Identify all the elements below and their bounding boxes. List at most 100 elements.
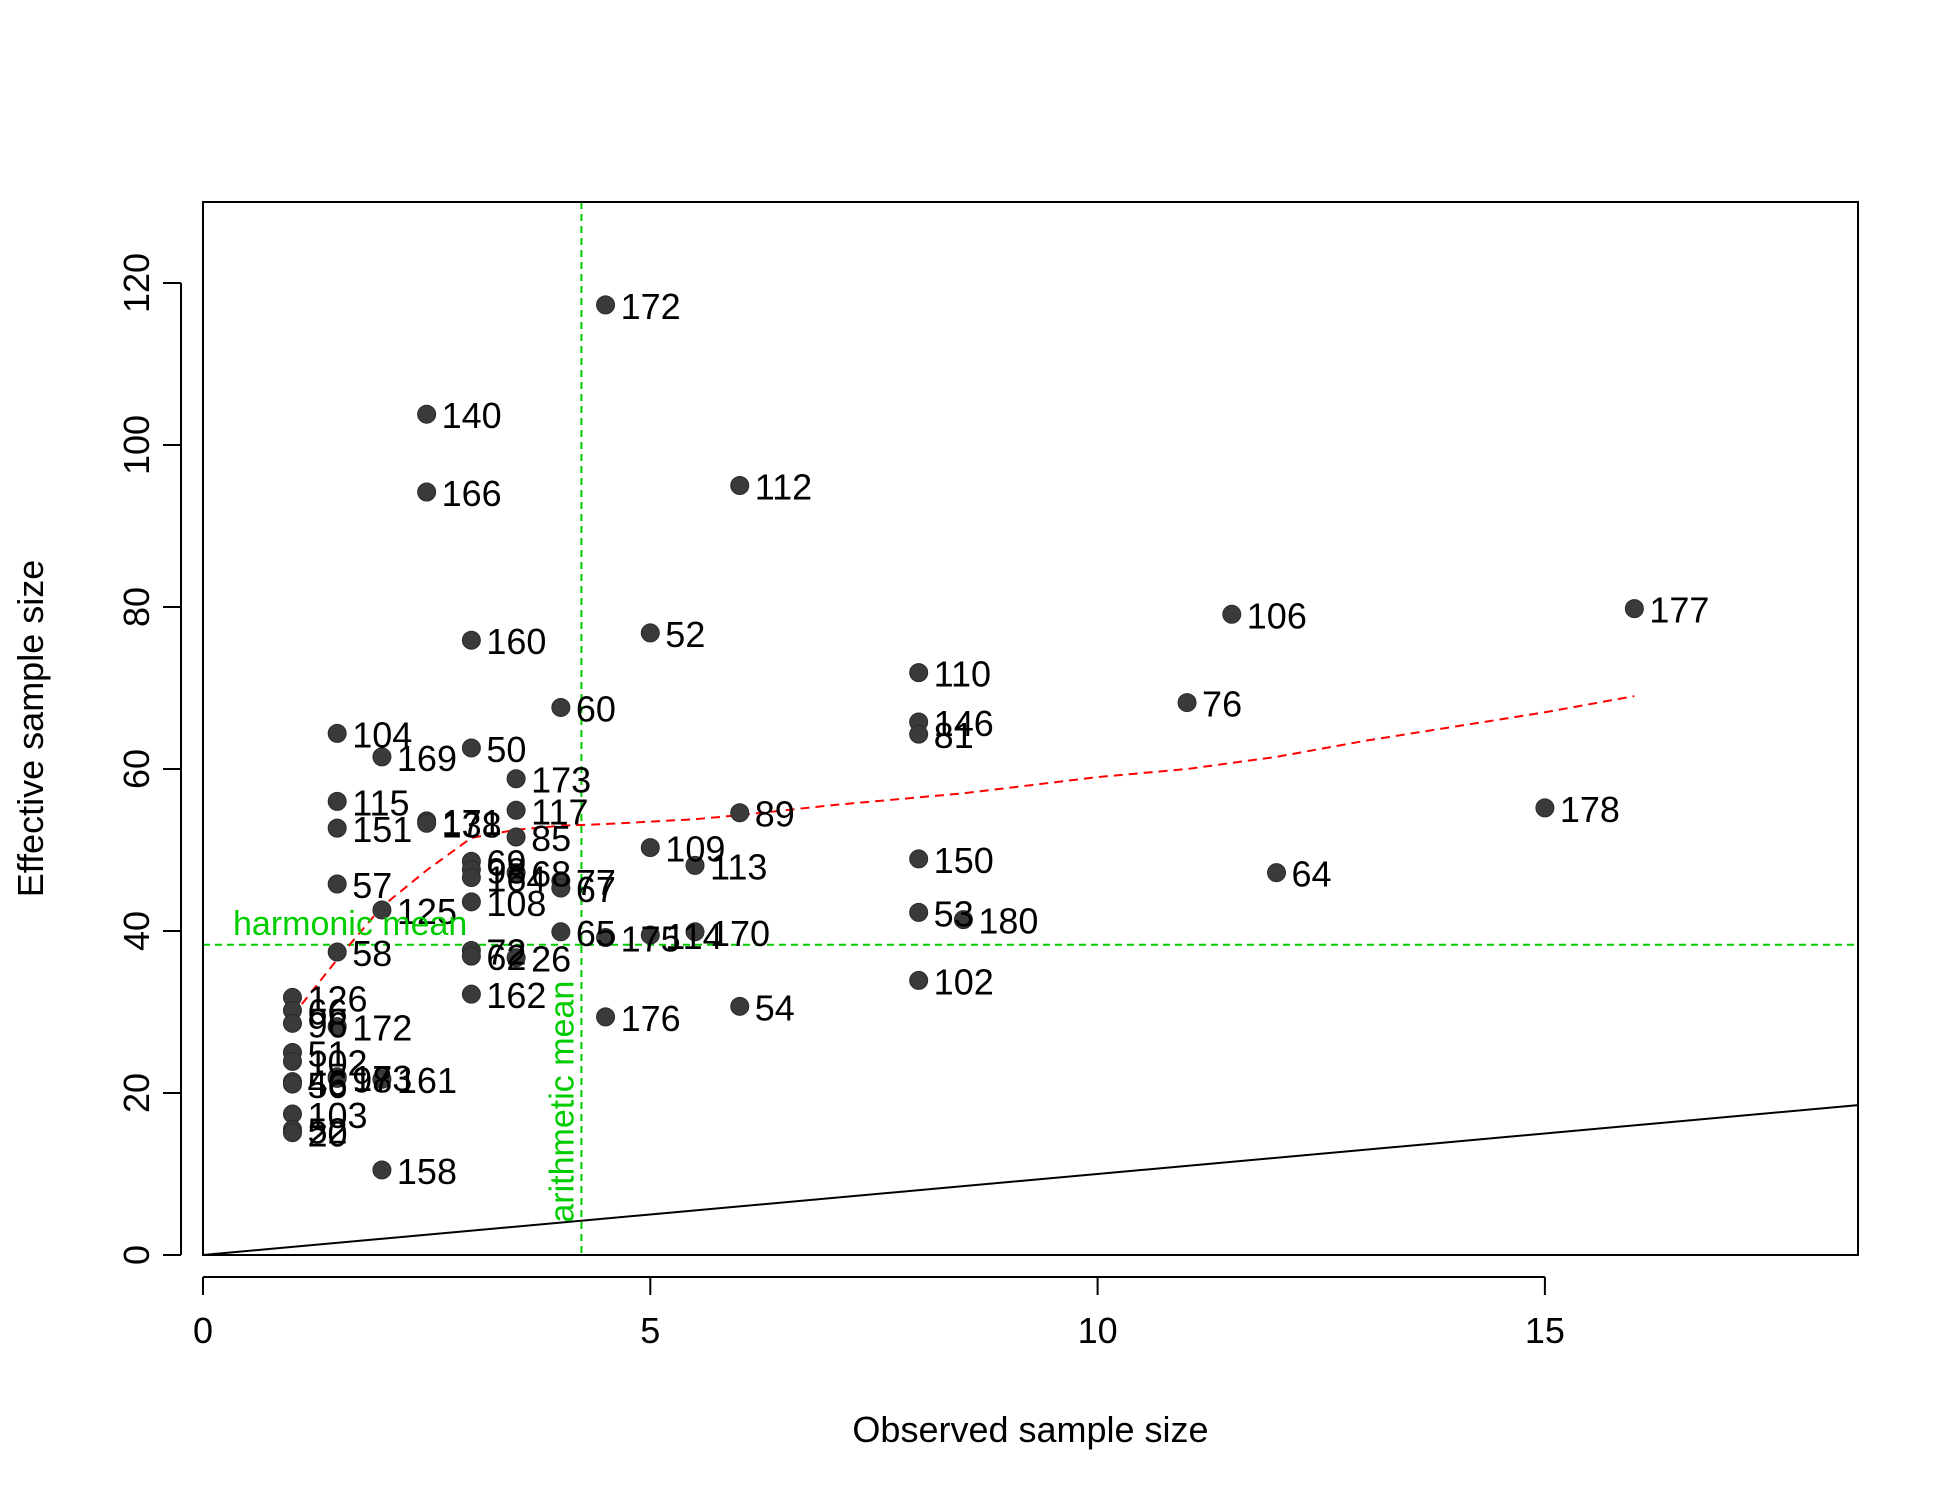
data-point (730, 803, 750, 823)
point-label: 98 (486, 850, 526, 891)
point-label: 173 (352, 1058, 412, 1099)
data-point (506, 863, 526, 883)
data-point (551, 697, 571, 717)
point-label: 108 (486, 883, 546, 924)
data-point (730, 996, 750, 1016)
point-label: 65 (576, 913, 616, 954)
data-point (417, 482, 437, 502)
data-point (506, 769, 526, 789)
data-point (506, 948, 526, 968)
point-label: 169 (397, 738, 457, 779)
point-label: 96 (307, 1004, 347, 1045)
point-label: 89 (755, 794, 795, 835)
point-label: 173 (531, 760, 591, 801)
data-point (372, 900, 392, 920)
harmonic-mean-label: harmonic mean (233, 905, 467, 943)
data-point (909, 970, 929, 990)
point-label: 138 (442, 804, 502, 845)
point-label: 112 (755, 467, 812, 508)
point-label: 103 (307, 1095, 367, 1136)
point-label: 117 (531, 791, 588, 832)
data-point (327, 942, 347, 962)
point-label: 26 (531, 939, 571, 980)
data-point (909, 724, 929, 744)
point-label: 58 (352, 933, 392, 974)
reference-lines-layer (203, 202, 1858, 1255)
point-label: 176 (621, 998, 681, 1039)
data-point (417, 813, 437, 833)
point-label: 150 (934, 840, 994, 881)
identity-line (202, 1104, 1859, 1256)
point-label: 178 (1560, 789, 1620, 830)
data-point (461, 630, 481, 650)
point-label: 81 (934, 715, 974, 756)
point-label: 177 (1649, 590, 1709, 631)
data-point (685, 922, 705, 942)
data-point (506, 827, 526, 847)
data-point (327, 1068, 347, 1088)
data-point (461, 892, 481, 912)
point-label: 60 (576, 688, 616, 729)
data-point (327, 791, 347, 811)
y-tick-label: 80 (116, 587, 157, 627)
point-label: 160 (486, 621, 546, 662)
y-tick-label: 40 (116, 911, 157, 951)
point-label: 161 (397, 1060, 457, 1101)
data-point (372, 1160, 392, 1180)
point-label: 76 (1202, 684, 1242, 725)
point-label: 69 (486, 842, 526, 883)
point-label: 170 (710, 913, 770, 954)
point-label: 66 (307, 991, 347, 1032)
fit-lines-layer (202, 695, 1859, 1256)
point-label: 52 (307, 1110, 347, 1151)
data-point (730, 476, 750, 495)
data-point (1222, 604, 1242, 624)
point-label: 164 (486, 859, 546, 900)
point-label: 140 (442, 395, 502, 436)
y-tick-label: 120 (116, 253, 157, 313)
data-point (909, 902, 929, 922)
data-point (461, 984, 481, 1004)
point-label: 114 (665, 916, 722, 957)
point-label: 98 (352, 1059, 392, 1100)
data-point (953, 910, 973, 930)
data-point (506, 800, 526, 820)
data-point (1177, 693, 1197, 713)
data-point (461, 738, 481, 758)
smooth-trend-line (291, 695, 1635, 1017)
point-label: 102 (307, 1042, 367, 1083)
point-label: 102 (934, 961, 994, 1002)
data-point (1535, 798, 1555, 818)
point-label: 50 (486, 729, 526, 770)
data-point (640, 623, 660, 643)
data-point (596, 295, 616, 315)
data-point (282, 1051, 302, 1071)
point-label: 57 (352, 865, 392, 906)
data-point (282, 1013, 302, 1033)
y-axis-title: Effective sample size (10, 560, 51, 897)
data-point (551, 878, 571, 898)
point-label: 68 (531, 854, 571, 895)
data-point (640, 838, 660, 858)
point-label: 171 (442, 802, 502, 843)
point-label: 56 (307, 1065, 347, 1106)
point-label: 52 (665, 614, 705, 655)
data-point (596, 1007, 616, 1027)
y-tick-label: 0 (116, 1245, 157, 1265)
point-label: 172 (352, 1008, 412, 1049)
y-tick-label: 20 (116, 1073, 157, 1113)
point-label: 72 (486, 931, 526, 972)
point-label: 175 (621, 918, 681, 959)
point-label: 180 (978, 901, 1038, 942)
point-label: 54 (755, 987, 795, 1028)
data-point (685, 855, 705, 875)
data-point (1624, 599, 1644, 619)
point-label: 64 (1292, 854, 1332, 895)
data-point (640, 925, 660, 945)
point-label: 125 (397, 891, 457, 932)
point-label: 110 (934, 654, 991, 695)
point-label: 53 (934, 893, 974, 934)
data-points-layer (282, 295, 1644, 1180)
